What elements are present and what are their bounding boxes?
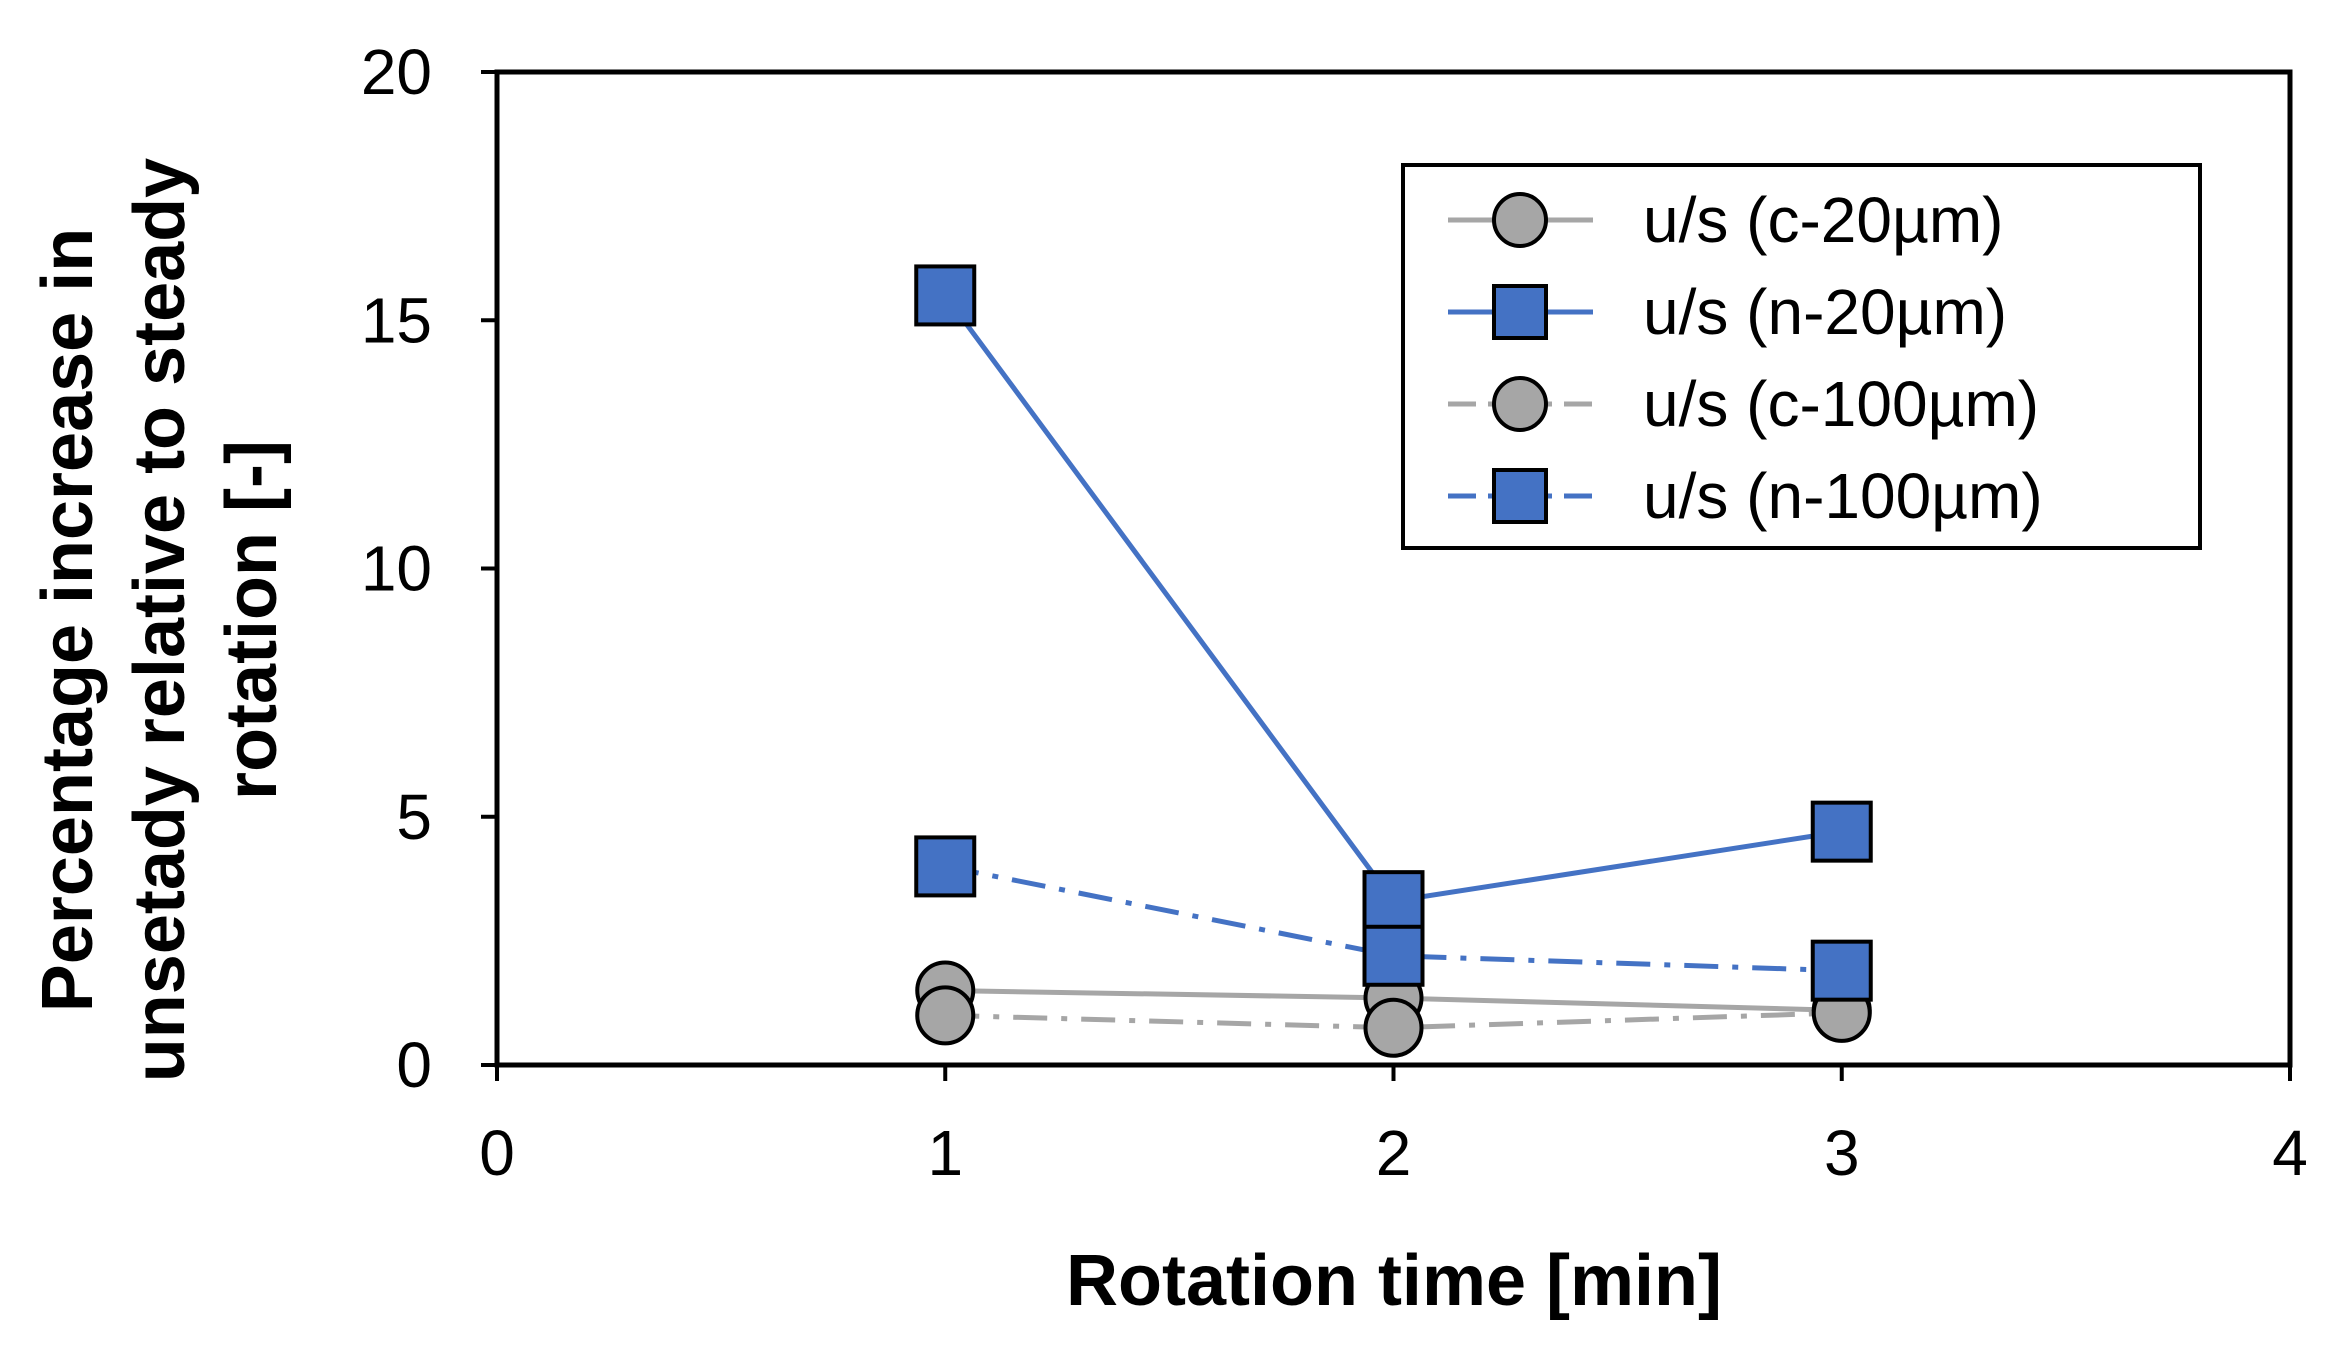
y-tick-label: 15 xyxy=(361,284,432,356)
legend-entry: u/s (n-20µm) xyxy=(1448,276,2007,348)
y-tick-label: 20 xyxy=(361,36,432,108)
x-tick-label: 2 xyxy=(1376,1117,1412,1189)
legend-label: u/s (c-20µm) xyxy=(1643,184,2003,256)
y-axis-title-line: rotation [-] xyxy=(212,440,292,800)
data-point-circle xyxy=(1492,192,1548,248)
y-tick-label: 5 xyxy=(396,781,432,853)
data-point-square xyxy=(1810,800,1873,863)
series-layer xyxy=(914,264,1873,1058)
series-line xyxy=(945,1010,1842,1031)
x-tick-label: 4 xyxy=(2272,1117,2308,1189)
x-tick-label: 1 xyxy=(927,1117,963,1189)
series-1 xyxy=(914,264,1873,933)
series-3 xyxy=(914,835,1873,1002)
legend-label: u/s (n-20µm) xyxy=(1643,276,2007,348)
data-point-square xyxy=(1362,870,1425,933)
x-tick-label: 3 xyxy=(1824,1117,1860,1189)
data-point-square xyxy=(1362,924,1425,987)
data-point-square xyxy=(1810,939,1873,1002)
legend-entry: u/s (c-100µm) xyxy=(1448,368,2039,440)
data-point-square xyxy=(914,264,977,327)
y-axis-title-line: unsetady relative to steady xyxy=(120,158,200,1082)
data-point-square xyxy=(914,835,977,898)
data-point-square xyxy=(1492,284,1548,340)
y-axis-title: Percentage increase in unsetady relative … xyxy=(28,158,292,1082)
y-tick-label: 10 xyxy=(361,533,432,605)
data-point-square xyxy=(1492,468,1548,524)
legend: u/s (c-20µm) u/s (n-20µm) u/s (c-100µm) u/s… xyxy=(1401,163,2202,550)
data-point-circle xyxy=(1363,997,1424,1058)
axis-ticks: 0 1 2 3 4 0 5 10 15 20 xyxy=(361,36,2308,1189)
legend-entry: u/s (n-100µm) xyxy=(1448,460,2043,532)
data-point-circle xyxy=(915,985,976,1046)
legend-entry: u/s (c-20µm) xyxy=(1448,184,2003,256)
legend-label: u/s (n-100µm) xyxy=(1643,460,2043,532)
y-axis-title-line: Percentage increase in xyxy=(28,228,108,1012)
x-tick-label: 0 xyxy=(479,1117,515,1189)
x-axis-title: Rotation time [min] xyxy=(1066,1241,1722,1321)
legend-label: u/s (c-100µm) xyxy=(1643,368,2039,440)
y-tick-label: 0 xyxy=(396,1029,432,1101)
data-point-circle xyxy=(1492,376,1548,432)
